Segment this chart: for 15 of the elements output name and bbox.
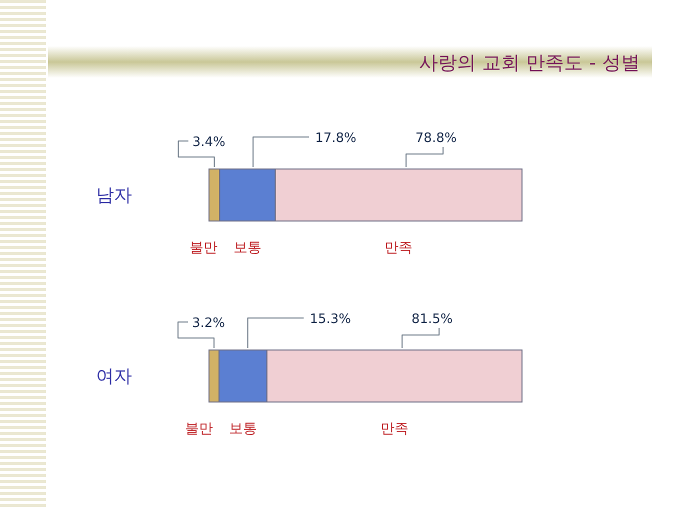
text: 불만 [184,421,213,437]
y-tick-label: 여자 [96,366,132,387]
series-label: 만족 [384,240,413,256]
data-label: 15.3% [310,312,352,327]
text: 만족 [380,421,408,437]
data-label: 17.8% [315,131,356,146]
text: 보통 [228,421,257,437]
data-label: 81.5% [411,312,453,327]
y-tick-label: 남자 [96,185,132,206]
series-label: 보통 [234,240,262,256]
data-label: 78.8% [415,131,457,146]
data-label: 3.2% [192,316,226,331]
series-label: 불만 [190,240,218,256]
chart-title: 사랑의 교회 만족도 - 성별 [418,52,640,74]
data-label: 3.4% [192,135,226,150]
